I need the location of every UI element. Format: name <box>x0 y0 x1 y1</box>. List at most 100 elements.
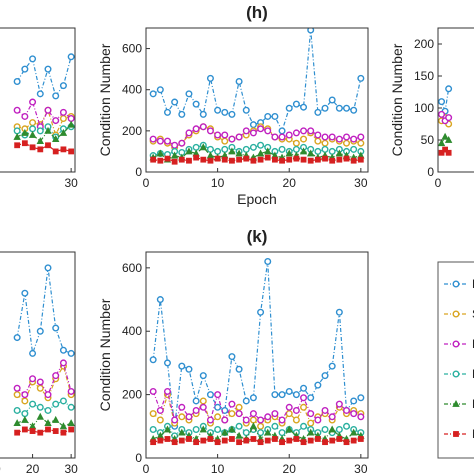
data-point <box>171 141 179 149</box>
data-point <box>192 397 200 405</box>
y-tick-label: 100 <box>414 101 434 115</box>
data-point <box>21 65 29 73</box>
data-point <box>192 143 200 151</box>
series-2 <box>13 98 75 131</box>
data-point <box>59 346 67 354</box>
data-point <box>214 147 222 155</box>
data-point <box>257 308 265 316</box>
data-point <box>163 359 171 367</box>
series-line <box>153 126 361 148</box>
data-point <box>60 429 67 436</box>
data-point <box>60 146 67 153</box>
data-point <box>343 406 351 414</box>
data-point <box>357 139 365 147</box>
data-point <box>199 425 207 433</box>
legend-label: E <box>472 397 474 411</box>
data-point <box>264 112 272 120</box>
data-point <box>307 410 315 418</box>
data-point <box>13 391 21 399</box>
data-point <box>300 103 308 111</box>
data-point <box>156 149 165 157</box>
data-point <box>285 425 293 433</box>
legend: B S H E E M <box>437 261 474 459</box>
data-point <box>228 400 236 408</box>
data-point <box>29 55 37 63</box>
data-point <box>442 146 448 153</box>
data-point <box>52 148 59 155</box>
x-axis-label: Epoch <box>237 191 277 207</box>
data-point <box>321 133 329 141</box>
data-point <box>307 437 314 444</box>
data-point <box>44 406 52 414</box>
data-point <box>257 416 265 424</box>
data-point <box>357 394 365 402</box>
data-point <box>335 425 343 433</box>
series-line <box>16 267 72 354</box>
series-2 <box>149 387 365 424</box>
data-point <box>206 151 215 159</box>
series-2 <box>438 110 453 125</box>
x-tick-label: 30 <box>354 462 368 474</box>
data-point <box>256 149 265 157</box>
data-point <box>242 106 250 114</box>
series-line <box>152 261 362 427</box>
data-point <box>14 429 21 436</box>
x-tick-label: 30 <box>64 462 78 474</box>
data-point <box>214 439 221 446</box>
legend-box <box>437 261 474 459</box>
data-point <box>178 437 185 444</box>
data-point <box>192 125 200 133</box>
data-point <box>13 406 21 414</box>
series-4 <box>13 412 75 430</box>
y-axis-label: Condition Number <box>97 43 113 156</box>
data-point <box>59 128 68 136</box>
data-point <box>44 391 52 399</box>
data-point <box>299 147 308 155</box>
series-2 <box>149 123 365 149</box>
data-point <box>278 391 286 399</box>
data-point <box>235 431 243 439</box>
data-point <box>59 359 67 367</box>
data-point <box>300 135 308 143</box>
data-point <box>249 121 257 129</box>
data-point <box>249 129 257 137</box>
data-point <box>178 156 185 163</box>
data-point <box>178 362 186 370</box>
series-line <box>152 146 361 161</box>
axes-frame <box>145 251 369 459</box>
data-point <box>21 128 29 136</box>
axes-frame <box>0 27 76 173</box>
data-point <box>29 375 37 383</box>
data-point <box>264 147 272 155</box>
data-point <box>300 384 308 392</box>
data-point <box>21 391 29 399</box>
data-point <box>249 422 258 430</box>
data-point <box>314 416 322 424</box>
data-point <box>185 129 193 137</box>
series-5 <box>150 154 364 165</box>
data-point <box>314 137 322 145</box>
data-point <box>292 129 300 137</box>
chart-panel-left-top-partial: 030 <box>0 27 78 190</box>
data-point <box>185 365 193 373</box>
data-point <box>29 98 37 106</box>
data-point <box>149 387 157 395</box>
data-point <box>307 428 315 436</box>
data-point <box>52 400 60 408</box>
data-point <box>214 391 222 399</box>
data-point <box>156 86 164 94</box>
data-point <box>335 308 343 316</box>
data-point <box>171 416 179 424</box>
data-point <box>343 104 351 112</box>
data-point <box>21 140 28 147</box>
data-point <box>350 410 358 418</box>
data-point <box>59 82 67 90</box>
series-line <box>16 56 72 98</box>
data-point <box>357 133 365 141</box>
series-0 <box>13 264 75 357</box>
data-point <box>278 429 286 437</box>
data-point <box>36 378 44 386</box>
data-point <box>243 155 250 162</box>
data-point <box>13 132 21 140</box>
data-point <box>257 439 264 446</box>
